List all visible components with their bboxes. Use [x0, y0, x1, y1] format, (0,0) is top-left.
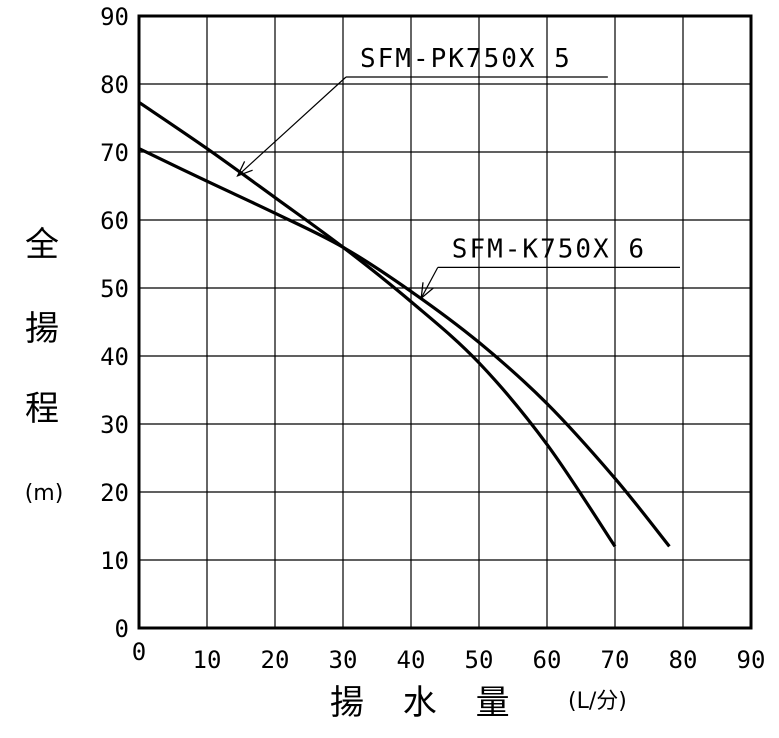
series-line-2	[138, 147, 671, 548]
y-tick-label: 80	[100, 71, 129, 99]
x-tick-label: 30	[329, 646, 358, 674]
annotation-label-1: SFM-PK750X 5	[360, 44, 572, 74]
y-tick-label: 50	[100, 275, 129, 303]
series-line-1	[138, 101, 617, 548]
y-tick-label: 30	[100, 411, 129, 439]
x-tick-label: 50	[465, 646, 494, 674]
y-tick-label: 70	[100, 139, 129, 167]
x-tick-label: 0	[132, 638, 146, 666]
y-axis-label-char: 程	[25, 389, 59, 429]
x-axis-unit: (L/分)	[568, 689, 627, 714]
y-axis-label-char: 揚	[25, 309, 59, 349]
x-tick-label: 70	[601, 646, 630, 674]
annotation-label-2: SFM-K750X 6	[452, 234, 646, 264]
x-axis-label: 揚 水 量	[330, 683, 524, 723]
y-tick-label: 0	[115, 615, 129, 643]
y-tick-label: 90	[100, 3, 129, 31]
x-tick-label: 90	[737, 646, 766, 674]
x-tick-label: 60	[533, 646, 562, 674]
x-tick-label: 10	[193, 646, 222, 674]
y-axis-label-char: 全	[25, 225, 59, 265]
y-tick-label: 40	[100, 343, 129, 371]
y-tick-label: 10	[100, 547, 129, 575]
annotation-arrowhead	[236, 161, 253, 177]
y-axis-unit: (m)	[25, 481, 64, 506]
x-tick-label: 40	[397, 646, 426, 674]
y-tick-label: 60	[100, 207, 129, 235]
x-tick-label: 20	[261, 646, 290, 674]
annotation-arrowhead	[420, 282, 434, 300]
y-tick-label: 20	[100, 479, 129, 507]
plot-frame	[137, 14, 753, 630]
annotation-leader	[420, 267, 439, 299]
annotation-leader	[237, 76, 347, 177]
x-tick-label: 80	[669, 646, 698, 674]
